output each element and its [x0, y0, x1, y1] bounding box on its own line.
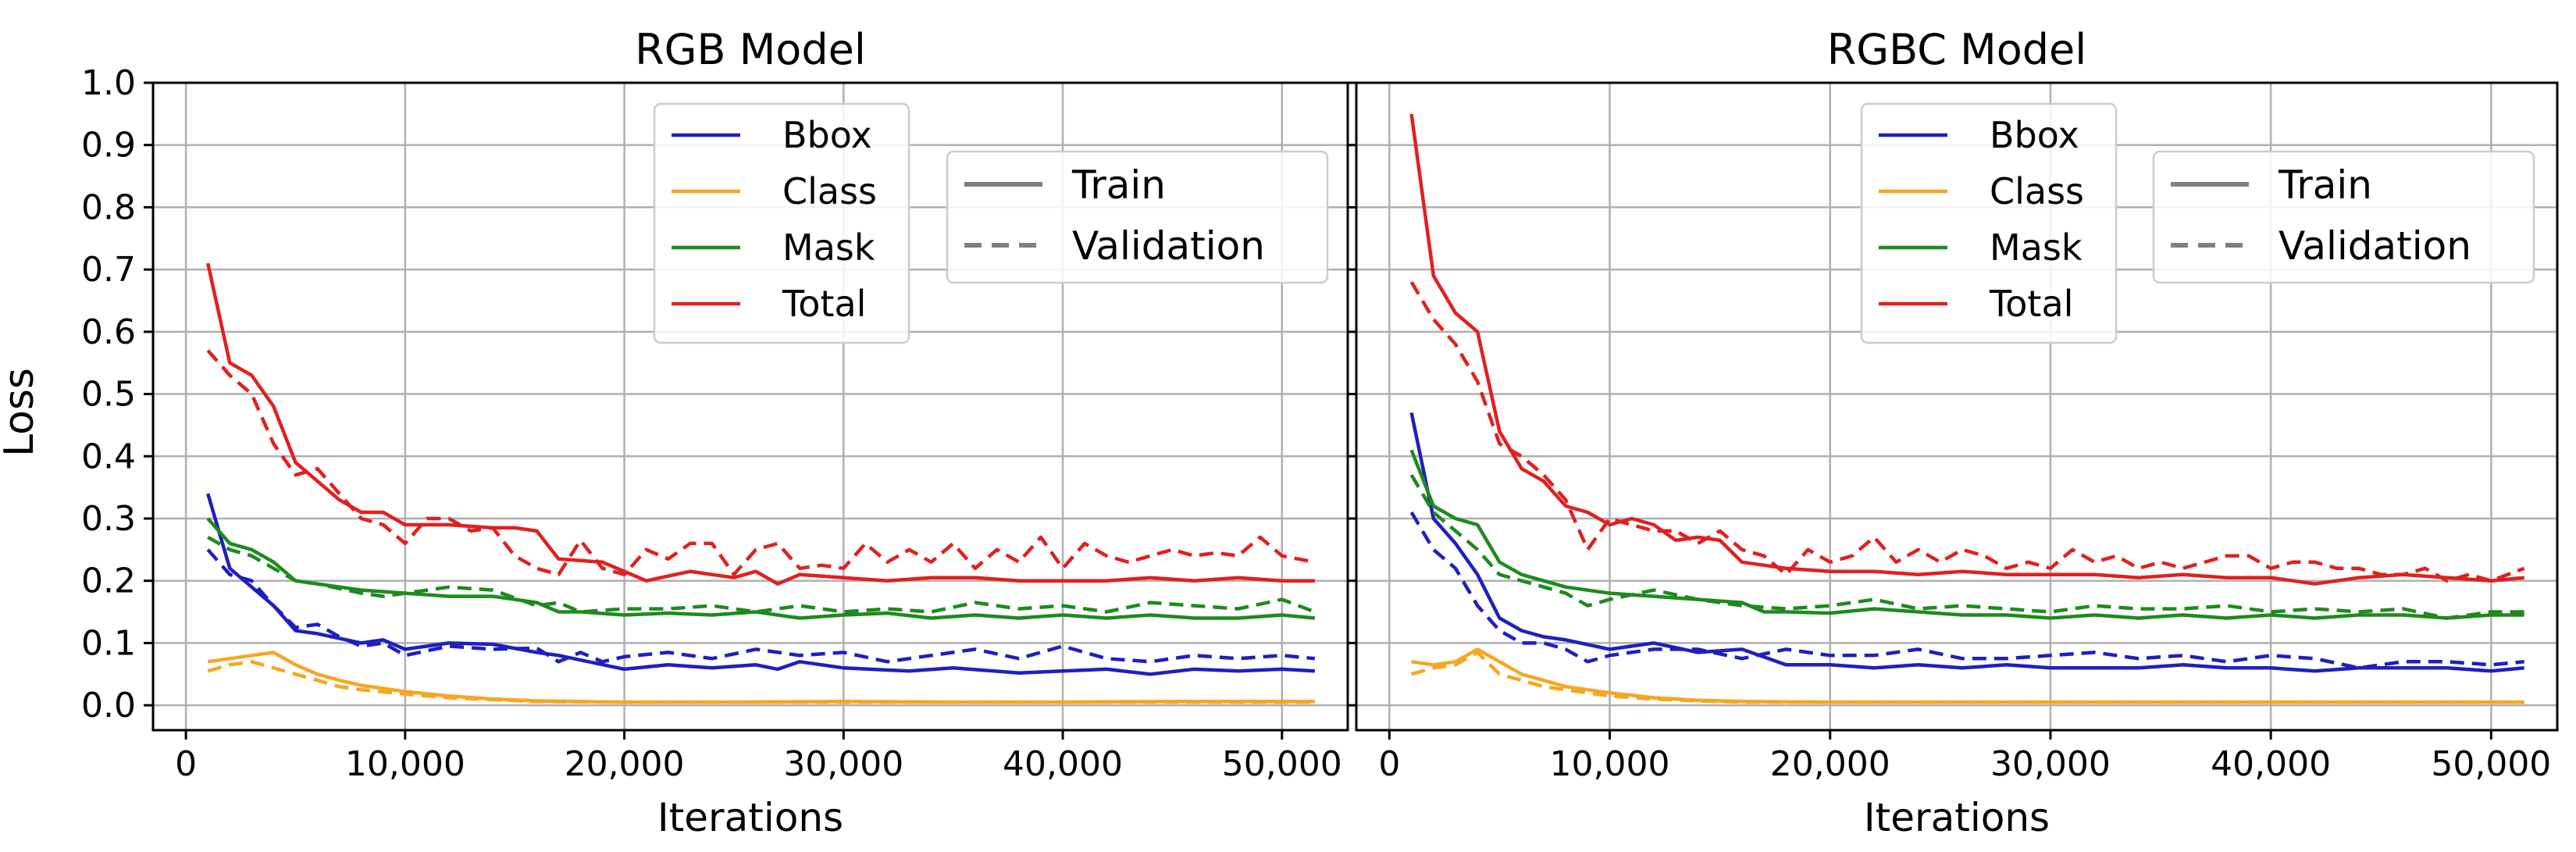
y-tick-label: 0.3: [81, 499, 136, 539]
x-tick-label: 50,000: [2431, 744, 2551, 784]
series-line-class-train: [207, 651, 1315, 704]
series-line-mask-validation: [1409, 474, 2524, 620]
x-tick-label: 20,000: [565, 744, 685, 784]
rgb-model-panel: 0 10,000 20,000 30,000 40,000 50,000 0.0 0.1 0.2…: [81, 25, 1349, 840]
y-tick-label: 1.0: [81, 63, 136, 103]
legend-label-bbox: Bbox: [1990, 114, 2079, 156]
series-line-total-validation: [206, 349, 1316, 576]
series-line-bbox-validation: [1409, 511, 2524, 670]
series-line-class-train: [1411, 647, 2524, 704]
series-line-mask-train: [1409, 449, 2524, 620]
series-line-bbox-train: [206, 493, 1316, 676]
series-line-class-validation: [207, 660, 1315, 704]
x-tick-label: 30,000: [1990, 744, 2111, 784]
x-tick-label: 10,000: [345, 744, 465, 784]
legend-label-train: Train: [1071, 162, 1166, 208]
x-tick-label: 0: [1378, 744, 1400, 784]
y-tick-label: 0.7: [81, 250, 136, 290]
y-tick-label: 0.2: [81, 561, 136, 601]
x-tick-label: 0: [175, 744, 197, 784]
series-line-class-validation: [1410, 651, 2524, 704]
y-tick-label: 0.8: [81, 187, 136, 227]
series-line-total-train: [1409, 113, 2524, 586]
x-tick-label: 40,000: [2211, 744, 2331, 784]
rgbc-model-panel: 0 10,000 20,000 30,000 40,000 50,000 RGBC Mode…: [1347, 25, 2559, 840]
series-line-bbox-train: [1409, 412, 2524, 673]
y-axis-label: Loss: [0, 368, 43, 457]
y-tick-label: 0.5: [81, 375, 136, 415]
y-tick-label: 0.0: [81, 686, 136, 725]
legend-label-mask: Mask: [1990, 226, 2083, 269]
chart-title: RGBC Model: [1827, 25, 2086, 74]
y-tick-label: 0.9: [81, 126, 136, 166]
x-tick-label: 10,000: [1550, 744, 1670, 784]
x-tick-label: 40,000: [1003, 744, 1123, 784]
y-tick-label: 0.6: [81, 312, 136, 352]
plot-frame: [1355, 81, 2559, 732]
series-line-total-train: [206, 262, 1315, 586]
legend-box: [1860, 102, 2118, 344]
legend-label-total: Total: [782, 283, 866, 325]
chart-title: RGB Model: [635, 25, 866, 74]
x-axis-label: Iterations: [1864, 795, 2050, 840]
x-tick-label: 30,000: [783, 744, 903, 784]
series-line-total-validation: [1409, 280, 2525, 583]
legend-label-train: Train: [2278, 162, 2372, 208]
legend-label-mask: Mask: [782, 226, 875, 269]
legend-label-validation: Validation: [2278, 223, 2471, 269]
x-axis-label: Iterations: [657, 795, 843, 840]
plot-frame: [151, 81, 1349, 732]
legend-label-class: Class: [1990, 170, 2084, 212]
legend-box: [653, 102, 910, 344]
y-tick-label: 0.4: [81, 437, 136, 476]
legend-label-validation: Validation: [1072, 223, 1265, 269]
x-tick-label: 20,000: [1770, 744, 1890, 784]
legend-label-class: Class: [782, 170, 877, 212]
legend-label-bbox: Bbox: [782, 114, 872, 156]
series-line-mask-validation: [207, 535, 1316, 614]
legend-label-total: Total: [1989, 283, 2073, 325]
series-line-bbox-validation: [206, 548, 1316, 664]
x-tick-label: 50,000: [1222, 744, 1342, 784]
y-tick-label: 0.1: [81, 623, 136, 663]
